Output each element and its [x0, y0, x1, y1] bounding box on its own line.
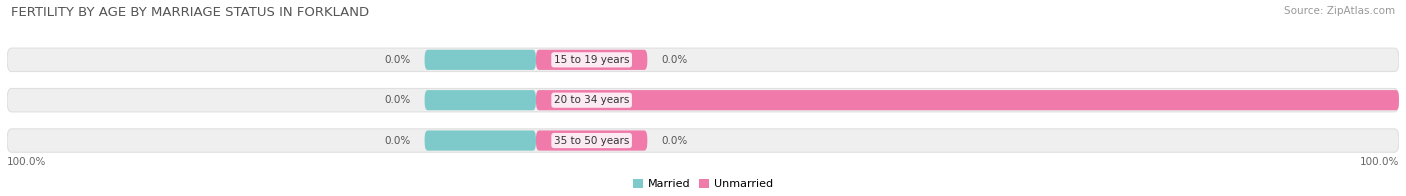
Text: 0.0%: 0.0%: [384, 55, 411, 65]
Legend: Married, Unmarried: Married, Unmarried: [628, 174, 778, 194]
FancyBboxPatch shape: [7, 48, 1399, 72]
FancyBboxPatch shape: [536, 50, 647, 70]
Text: 100.0%: 100.0%: [1360, 158, 1399, 168]
Text: 0.0%: 0.0%: [384, 95, 411, 105]
FancyBboxPatch shape: [536, 90, 1399, 110]
Text: 0.0%: 0.0%: [661, 55, 688, 65]
Text: 15 to 19 years: 15 to 19 years: [554, 55, 630, 65]
FancyBboxPatch shape: [425, 131, 536, 151]
Text: FERTILITY BY AGE BY MARRIAGE STATUS IN FORKLAND: FERTILITY BY AGE BY MARRIAGE STATUS IN F…: [11, 6, 370, 19]
FancyBboxPatch shape: [425, 50, 536, 70]
Text: 0.0%: 0.0%: [384, 136, 411, 146]
FancyBboxPatch shape: [7, 88, 1399, 112]
Text: 20 to 34 years: 20 to 34 years: [554, 95, 630, 105]
Text: 35 to 50 years: 35 to 50 years: [554, 136, 630, 146]
FancyBboxPatch shape: [536, 131, 647, 151]
Text: 0.0%: 0.0%: [661, 136, 688, 146]
Text: Source: ZipAtlas.com: Source: ZipAtlas.com: [1284, 6, 1395, 16]
FancyBboxPatch shape: [7, 129, 1399, 152]
Text: 100.0%: 100.0%: [7, 158, 46, 168]
FancyBboxPatch shape: [425, 90, 536, 110]
